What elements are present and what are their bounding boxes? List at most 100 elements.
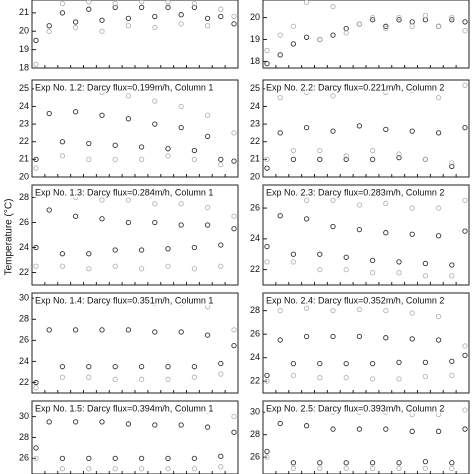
data-point [396,154,402,161]
data-point [191,4,198,11]
panel-title: Exp No. 2.4: Darcy flux=0.352m/h, Column… [266,295,444,305]
data-point [396,465,402,472]
data-point [303,124,310,131]
data-point [264,47,270,54]
data-point [449,460,455,466]
data-point [449,14,455,21]
data-point [290,156,297,163]
data-point [218,156,224,163]
data-point [317,36,323,43]
data-point [33,379,39,386]
data-point [125,421,132,427]
data-point [462,343,468,349]
data-point [152,201,158,207]
data-point [99,327,105,333]
y-tick-label: 22 [250,264,260,274]
data-point [99,197,105,203]
data-point [125,93,132,99]
data-point [165,153,171,159]
data-point [191,466,198,472]
data-point [343,153,349,159]
data-point [356,333,363,340]
data-point [152,13,158,20]
data-point [264,378,270,384]
data-point [125,327,132,333]
y-tick-label: 19 [250,34,260,44]
data-point [112,376,118,382]
data-point [112,455,118,462]
data-point [204,133,211,140]
panel-title-background [265,295,446,306]
data-point [369,360,376,367]
data-point [343,25,349,32]
data-point [138,247,145,253]
data-point [72,419,79,425]
data-point [191,374,198,380]
data-point [112,4,118,11]
data-point [330,197,336,204]
data-point [165,263,171,269]
data-point [462,407,468,413]
data-point [125,197,132,203]
data-point [72,327,79,333]
data-point [138,0,145,5]
data-point [86,364,92,370]
y-tick-label: 25 [250,83,260,93]
data-point [231,158,237,164]
data-point [218,242,224,248]
data-point [165,364,171,370]
data-point [396,17,402,23]
data-point [99,216,105,222]
data-point [435,94,442,101]
data-point [462,426,468,432]
data-point [462,124,468,131]
data-point [383,23,389,29]
data-point [303,305,310,311]
data-point [396,259,402,265]
data-point [99,17,105,23]
data-point [231,327,237,333]
data-point [330,3,336,10]
data-point [303,0,310,5]
data-point [277,337,283,343]
data-point [422,465,429,472]
data-point [112,156,118,163]
y-tick-label: 22 [19,267,29,277]
data-point [369,465,376,472]
y-tick-label: 24 [250,352,260,362]
data-point [383,25,389,32]
data-point [462,82,468,88]
data-point [449,160,455,166]
data-point [218,263,224,269]
data-point [152,121,158,127]
data-point [59,1,66,7]
panel-title: Exp No. 1.3: Darcy flux=0.284m/h, Column… [35,187,213,197]
y-tick-label: 22 [250,376,260,386]
data-point [343,465,349,472]
data-point [422,373,429,380]
data-point [204,112,211,118]
data-point [330,93,336,99]
data-point [59,10,66,16]
data-point [383,126,389,133]
data-point [231,13,237,20]
data-point [191,364,198,370]
data-point [290,259,297,265]
data-point [409,336,415,342]
data-point [330,128,336,134]
data-point [86,251,92,257]
y-tick-label: 20 [250,171,260,181]
panel-frame [262,184,470,286]
data-point [290,372,297,379]
data-point [330,426,336,432]
panel-title-background [34,187,215,198]
data-point [356,21,363,27]
data-point [290,147,297,154]
y-tick-label: 30 [250,407,260,417]
data-point [178,329,184,335]
y-axis-label: Temperature (°C) [4,199,15,276]
data-point [409,19,415,25]
data-point [343,460,349,466]
data-point [46,327,52,333]
